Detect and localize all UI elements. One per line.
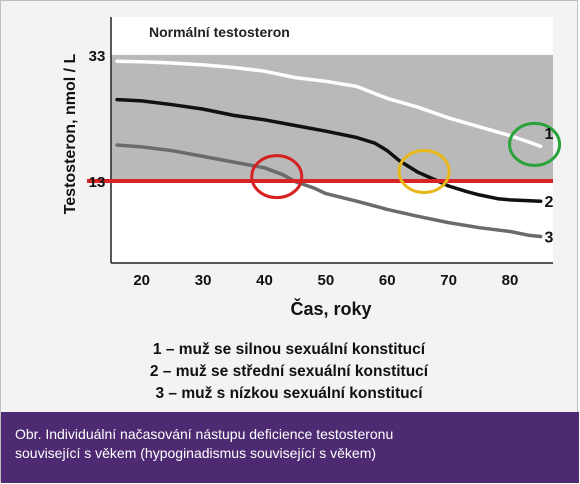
x-tick-label-50: 50 bbox=[318, 272, 335, 289]
legend-item-2: 2 – muž se střední sexuální konstitucí bbox=[149, 363, 429, 380]
x-tick-label-20: 20 bbox=[133, 272, 150, 289]
x-tick-label-30: 30 bbox=[195, 272, 212, 289]
series-label-3: 3 bbox=[545, 230, 554, 247]
annotation-circle-2 bbox=[397, 149, 451, 195]
annotation-circle-3 bbox=[508, 121, 562, 167]
x-axis-label: Čas, roky bbox=[290, 298, 371, 319]
series-label-2: 2 bbox=[545, 194, 554, 211]
y-tick-label-13: 13 bbox=[89, 174, 106, 191]
y-tick-label-33: 33 bbox=[89, 48, 106, 65]
x-tick-label-80: 80 bbox=[502, 272, 519, 289]
y-axis-label: Testosteron, nmol / L bbox=[62, 53, 79, 214]
testosterone-chart: Normální testosteron 1 2 3 13 33 20 30 40 50 60 70 8… bbox=[62, 17, 562, 319]
x-tick-label-40: 40 bbox=[256, 272, 273, 289]
series-line-2 bbox=[115, 97, 543, 203]
annotation-circle-1 bbox=[250, 154, 304, 200]
chart-title: Normální testosteron bbox=[149, 24, 290, 40]
legend-item-1: 1 – muž se silnou sexuální konstitucí bbox=[152, 341, 426, 358]
normal-range-band bbox=[111, 54, 553, 181]
caption-line-2: související s věkem (hypoginadismus souv… bbox=[15, 445, 377, 461]
series-line-3 bbox=[115, 143, 543, 239]
legend-item-3: 3 – muž s nízkou sexuální konstitucí bbox=[155, 385, 423, 402]
figure-caption: Obr. Individuální načasování nástupu def… bbox=[1, 412, 579, 483]
x-tick-label-70: 70 bbox=[440, 272, 457, 289]
x-tick-label-60: 60 bbox=[379, 272, 396, 289]
series-label-1: 1 bbox=[545, 126, 554, 143]
legend: 1 – muž se silnou sexuální konstitucí 2 … bbox=[1, 339, 577, 405]
caption-line-1: Obr. Individuální načasování nástupu def… bbox=[15, 426, 394, 442]
series-line-1 bbox=[115, 59, 543, 149]
